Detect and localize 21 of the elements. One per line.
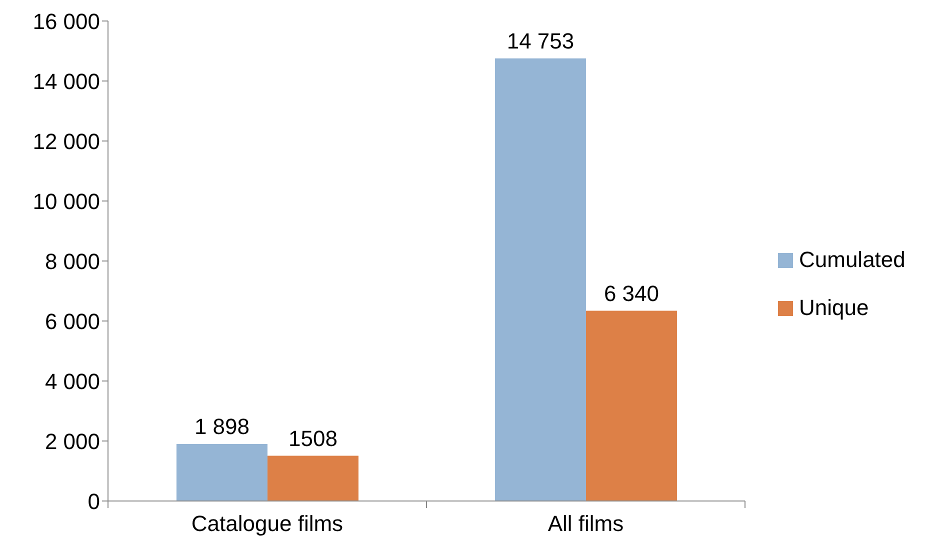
y-tick-label: 12 000 bbox=[32, 128, 100, 154]
y-tick-label: 8 000 bbox=[44, 248, 100, 274]
y-tick-label: 16 000 bbox=[32, 8, 100, 34]
bar bbox=[586, 310, 677, 501]
y-tick-label: 4 000 bbox=[44, 368, 100, 394]
y-tick-label: 2 000 bbox=[44, 428, 100, 454]
y-tick-label: 0 bbox=[88, 488, 100, 514]
y-tick-label: 10 000 bbox=[32, 188, 100, 214]
data-label: 1 898 bbox=[194, 414, 250, 440]
data-label: 6 340 bbox=[604, 280, 660, 306]
bar bbox=[176, 444, 268, 501]
bar bbox=[267, 456, 358, 501]
legend-label: Cumulated bbox=[799, 247, 906, 273]
x-tick-label: Catalogue films bbox=[191, 511, 344, 536]
y-tick-label: 14 000 bbox=[32, 68, 100, 94]
y-tick-label: 6 000 bbox=[44, 308, 100, 334]
data-label: 1508 bbox=[288, 426, 338, 451]
bar bbox=[494, 58, 586, 501]
data-label: 14 753 bbox=[506, 28, 574, 54]
legend-label: Unique bbox=[799, 295, 869, 321]
x-tick-label: All films bbox=[548, 511, 624, 536]
